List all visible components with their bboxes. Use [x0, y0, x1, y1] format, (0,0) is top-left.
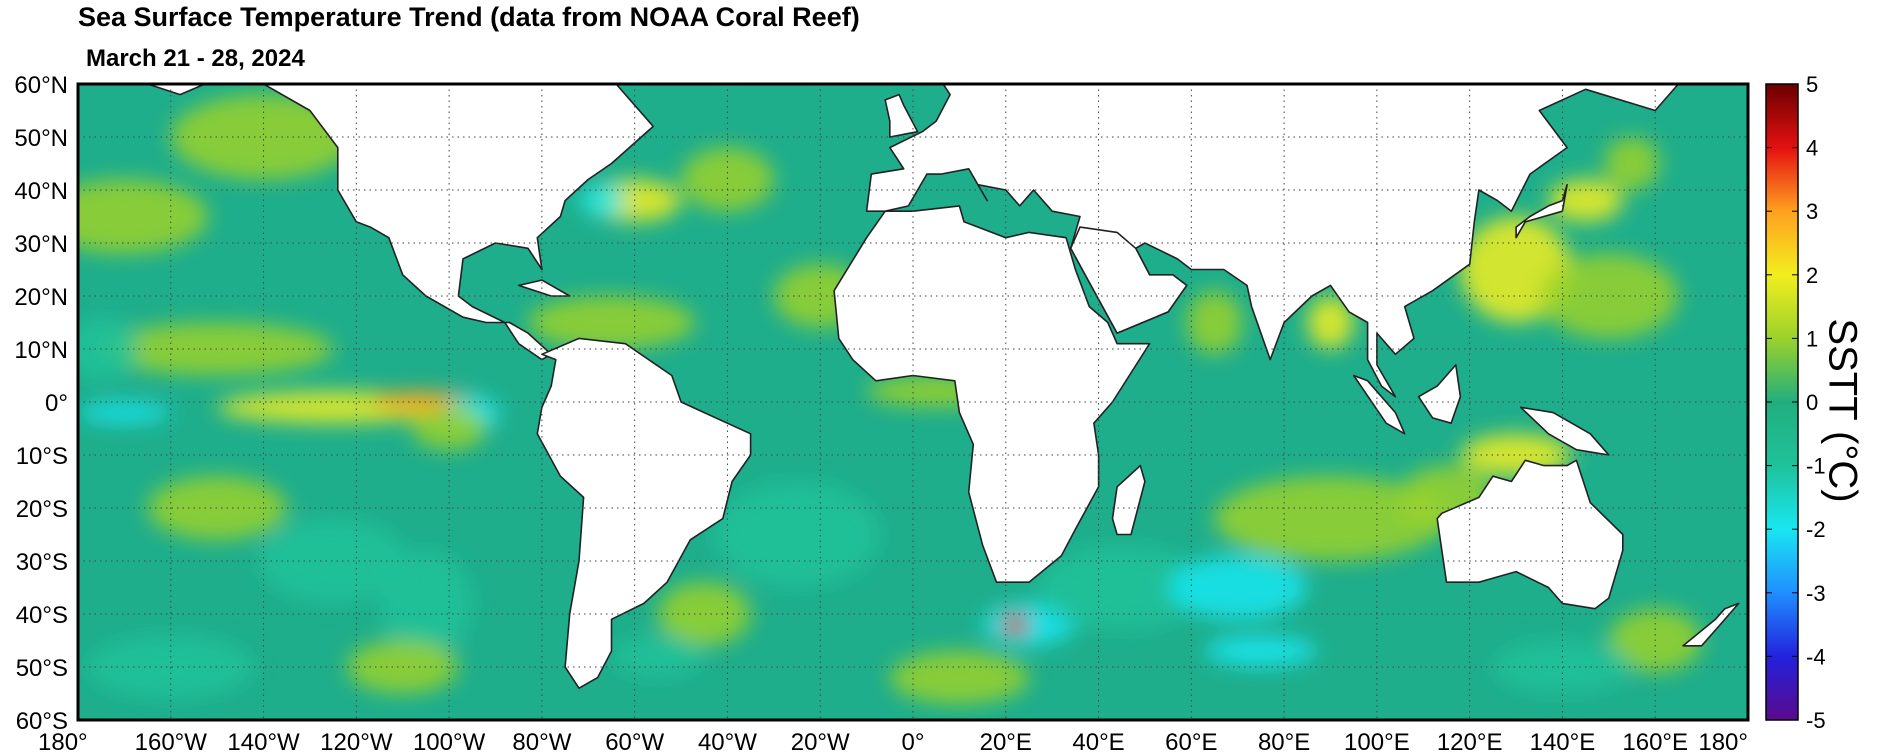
landmass-borneo [1417, 364, 1462, 424]
lat-tick-label: 10°N [14, 337, 68, 364]
sst-anomaly-patch [611, 635, 705, 678]
landmass-new-guinea [1519, 406, 1610, 456]
colorbar-tick-label: 5 [1806, 72, 1818, 97]
sst-anomaly-patch [1205, 635, 1317, 667]
colorbar-title-wrap: SSTT (°C) [1812, 300, 1872, 520]
colorbar-tick-label: 0 [1806, 390, 1818, 415]
colorbar-tick-label: 3 [1806, 199, 1818, 224]
lat-tick-label: 40°N [14, 178, 68, 205]
sst-anomaly-patch [412, 407, 487, 450]
lon-tick-label: 120°E [1437, 729, 1503, 754]
lon-tick-label: 60°E [1165, 729, 1217, 754]
chart-subtitle: March 21 - 28, 2024 [86, 45, 305, 72]
lon-tick-label: 160°E [1622, 729, 1688, 754]
colorbar-tick-label: -4 [1806, 644, 1826, 669]
map-plot-area [78, 52, 1748, 720]
colorbar-tick-labels: 5 4 3 2 1 0 -1 -2 -3 -4 -5 [1766, 72, 1826, 733]
sst-anomaly-patch [889, 651, 1029, 705]
sst-anomaly-patch [1214, 476, 1447, 561]
sst-anomaly-patch [527, 296, 695, 349]
landmass-uk [884, 93, 919, 138]
lat-tick-label: 10°S [16, 443, 68, 470]
lon-tick-label: 100°W [413, 729, 486, 754]
sst-anomaly-patch [78, 317, 139, 381]
longitude-tick-labels: 180° 160°W 140°W 120°W 100°W 80°W 60°W 40°W 20°W… [38, 729, 1748, 754]
sst-anomaly-patch [1539, 253, 1679, 339]
lat-tick-label: 20°S [16, 496, 68, 523]
lat-tick-label: 40°S [16, 602, 68, 629]
lon-tick-label: 140°E [1530, 729, 1596, 754]
lon-tick-label: 160°W [135, 729, 208, 754]
lon-tick-label: 20°W [791, 729, 850, 754]
lat-tick-label: 60°S [16, 708, 68, 735]
sst-anomaly-patch [579, 184, 626, 217]
sst-anomaly-patch [1001, 614, 1029, 636]
sst-anomaly-patch [170, 94, 357, 180]
colorbar-title: SSTT (°C) [1820, 317, 1865, 503]
landmass-cuba [517, 279, 571, 297]
lon-tick-label: 140°W [227, 729, 300, 754]
landmass-arabia [1069, 226, 1188, 334]
sst-anomaly-patch [78, 179, 208, 254]
lon-tick-label: 40°W [698, 729, 757, 754]
lon-tick-label: 100°E [1344, 729, 1410, 754]
colorbar-tick-label: -3 [1806, 581, 1826, 606]
lon-tick-label: 40°E [1072, 729, 1124, 754]
lon-tick-label: 60°W [605, 729, 664, 754]
lon-tick-label: 180° [38, 729, 88, 754]
lon-tick-label: 20°E [980, 729, 1032, 754]
landmass-north-america [146, 84, 654, 361]
landmass-iceland [802, 52, 848, 63]
landmass-greenland [657, 84, 721, 85]
colorbar-tick-label: 4 [1806, 136, 1818, 161]
sst-anomaly-patch [1186, 290, 1243, 355]
lat-tick-label: 60°N [14, 72, 68, 99]
landmass-new-zealand [1682, 602, 1740, 647]
sst-anomaly-patch [379, 550, 473, 657]
sst-anomaly-patch [713, 481, 881, 588]
lat-tick-label: 30°S [16, 549, 68, 576]
colorbar-tick-label: -5 [1806, 708, 1826, 733]
lat-tick-label: 20°N [14, 284, 68, 311]
map-frame [76, 82, 1750, 722]
landmass-south-america [536, 337, 752, 689]
landmass-madagascar [1111, 464, 1146, 536]
colorbar-tick-label: -2 [1806, 517, 1826, 542]
lon-tick-label: 80°E [1258, 729, 1310, 754]
colorbar-tick-label: 2 [1806, 263, 1818, 288]
sst-anomaly-patch [1307, 296, 1354, 349]
landmass-sumatra [1352, 374, 1406, 435]
colorbar-tick-label: -1 [1806, 454, 1826, 479]
sst-anomaly-patch [1168, 555, 1308, 620]
lat-tick-label: 50°N [14, 125, 68, 152]
landmass-japan [1515, 183, 1568, 239]
lon-tick-label: 180° [1698, 729, 1748, 754]
graticule-grid [78, 84, 1748, 720]
lat-tick-label: 30°N [14, 231, 68, 258]
colorbar-tick-label: 1 [1806, 326, 1818, 351]
lat-tick-label: 50°S [16, 655, 68, 682]
lat-tick-label: 0° [45, 390, 68, 417]
lon-tick-label: 0° [902, 729, 925, 754]
chart-title: Sea Surface Temperature Trend (data from… [78, 2, 860, 32]
landmass-australia [1436, 459, 1624, 610]
sst-anomaly-patch [1548, 179, 1623, 222]
lon-tick-label: 80°W [512, 729, 571, 754]
lon-tick-label: 120°W [320, 729, 393, 754]
sst-anomaly-patch [147, 476, 287, 540]
sst-anomaly-patch [101, 322, 334, 376]
latitude-tick-labels: 60°N 50°N 40°N 30°N 20°N 10°N 0° 10°S 20°S 30°S 40… [14, 72, 68, 735]
landmass-eurasia [865, 84, 1684, 398]
sst-anomaly-patch [681, 147, 774, 212]
sst-anomaly-patch [78, 402, 171, 424]
sst-anomaly-patch [1604, 137, 1660, 190]
sst-anomaly-patch [1038, 545, 1206, 630]
land-masses [146, 52, 1740, 689]
sst-anomaly-patch [258, 518, 408, 604]
